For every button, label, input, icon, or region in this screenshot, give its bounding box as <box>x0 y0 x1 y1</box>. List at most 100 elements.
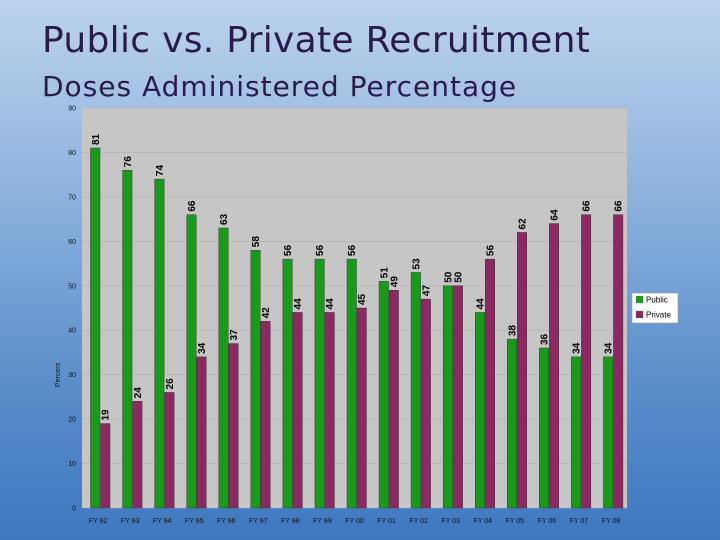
x-tick-label: FY 94 <box>153 518 172 525</box>
bar-private-fy-04 <box>485 258 495 509</box>
value-label: 34 <box>572 342 583 354</box>
page-subtitle: Doses Administered Percentage <box>42 70 518 103</box>
value-label: 19 <box>101 409 112 421</box>
value-label: 56 <box>283 245 294 257</box>
y-tick-label: 60 <box>68 239 76 246</box>
value-label: 34 <box>197 342 208 354</box>
value-label: 58 <box>251 236 262 248</box>
bar-public-fy-00 <box>346 258 357 509</box>
x-tick-label: FY 92 <box>89 518 108 525</box>
value-label: 38 <box>508 325 519 337</box>
x-tick-label: FY 95 <box>185 518 204 525</box>
y-axis-ticks: 0 10 20 30 40 50 60 70 80 90 <box>68 106 76 513</box>
bar-private-fy-00 <box>356 307 367 509</box>
bar-private-fy-03 <box>452 285 463 509</box>
page-title: Public vs. Private Recruitment <box>42 20 591 61</box>
x-tick-label: FY 04 <box>473 518 492 525</box>
value-label: 56 <box>485 245 496 257</box>
legend-label-private: Private <box>646 311 671 320</box>
y-tick-label: 0 <box>72 506 76 513</box>
x-tick-label: FY 06 <box>538 518 557 525</box>
x-tick-label: FY 93 <box>121 518 140 525</box>
y-tick-label: 90 <box>68 106 76 113</box>
bar-public-fy-01 <box>378 281 389 509</box>
x-tick-label: FY 01 <box>377 518 396 525</box>
x-axis-ticks: FY 92 FY 93 FY 94 FY 95 FY 96 FY 97 FY 98 FY 99… <box>89 518 621 525</box>
value-label: 53 <box>411 258 422 270</box>
bar-private-fy-08 <box>613 214 624 509</box>
value-label: 81 <box>91 133 102 145</box>
x-tick-label: FY 03 <box>441 518 460 525</box>
bar-private-fy-94 <box>164 392 175 509</box>
bar-private-fy-92 <box>100 423 111 509</box>
value-label: 42 <box>261 307 272 319</box>
x-tick-label: FY 98 <box>281 518 300 525</box>
y-tick-label: 20 <box>68 417 76 424</box>
legend-swatch-private <box>636 311 643 318</box>
bar-public-fy-07 <box>571 356 582 509</box>
value-label: 36 <box>540 333 551 345</box>
bar-private-fy-96 <box>228 343 239 509</box>
bar-public-fy-93 <box>122 170 133 509</box>
legend-label-public: Public <box>646 296 668 305</box>
value-label: 51 <box>379 267 390 279</box>
value-label: 34 <box>604 342 615 354</box>
y-axis-label: Percent <box>55 363 62 387</box>
bar-private-fy-07 <box>581 214 592 509</box>
bar-private-fy-93 <box>132 401 143 509</box>
bar-public-fy-05 <box>507 338 517 509</box>
y-tick-label: 40 <box>68 328 76 335</box>
value-label: 49 <box>389 276 400 288</box>
x-tick-label: FY 96 <box>217 518 236 525</box>
bar-public-fy-96 <box>218 227 229 509</box>
bar-public-fy-03 <box>442 285 453 509</box>
bar-public-fy-99 <box>314 258 325 509</box>
y-tick-label: 50 <box>68 283 76 290</box>
y-tick-label: 70 <box>68 194 76 201</box>
x-tick-label: FY 05 <box>506 518 525 525</box>
bar-private-fy-05 <box>517 232 527 509</box>
bar-public-fy-95 <box>186 214 197 509</box>
value-label: 63 <box>219 213 230 225</box>
value-label: 44 <box>293 298 304 310</box>
y-tick-label: 10 <box>68 461 76 468</box>
value-label: 24 <box>133 387 144 399</box>
bar-private-fy-02 <box>420 298 431 509</box>
x-tick-label: FY 99 <box>313 518 332 525</box>
value-label: 44 <box>475 298 486 310</box>
bar-series <box>90 147 624 509</box>
value-label: 50 <box>443 271 454 283</box>
bar-private-fy-97 <box>260 321 271 509</box>
y-tick-label: 80 <box>68 150 76 157</box>
x-tick-label: FY 08 <box>602 518 621 525</box>
bar-public-fy-98 <box>282 258 293 509</box>
bar-private-fy-98 <box>292 312 303 509</box>
bar-public-fy-02 <box>410 272 421 509</box>
value-label: 26 <box>165 378 176 390</box>
bar-private-fy-95 <box>196 356 207 509</box>
bar-public-fy-92 <box>90 147 101 509</box>
legend-swatch-public <box>636 296 643 303</box>
x-tick-label: FY 97 <box>249 518 268 525</box>
value-label: 45 <box>357 293 368 305</box>
value-label: 44 <box>325 298 336 310</box>
bar-private-fy-99 <box>324 312 335 509</box>
value-label: 47 <box>421 285 432 297</box>
x-tick-label: FY 07 <box>570 518 589 525</box>
bar-public-fy-94 <box>154 178 165 509</box>
value-label: 76 <box>123 156 134 168</box>
value-label: 66 <box>582 200 593 212</box>
bar-public-fy-08 <box>603 356 614 509</box>
bar-public-fy-06 <box>539 347 550 509</box>
bar-private-fy-06 <box>549 223 560 509</box>
bar-public-fy-04 <box>475 312 485 509</box>
legend: Public Private <box>631 292 679 324</box>
value-label: 66 <box>187 200 198 212</box>
value-label: 37 <box>229 329 240 341</box>
x-tick-label: FY 00 <box>345 518 364 525</box>
x-tick-label: FY 02 <box>409 518 428 525</box>
value-label: 62 <box>518 218 529 230</box>
value-label: 64 <box>550 209 561 221</box>
bar-public-fy-97 <box>250 250 261 509</box>
data-labels: 81 19 76 24 74 26 66 34 63 37 58 42 56 44 56 44 56 45 5149… <box>91 133 625 420</box>
